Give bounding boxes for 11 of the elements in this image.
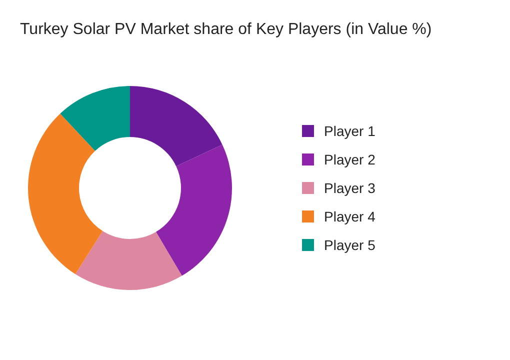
chart-title: Turkey Solar PV Market share of Key Players (in Value %) — [20, 21, 432, 38]
legend-label: Player 1 — [324, 123, 376, 139]
donut-slice — [156, 144, 232, 276]
legend-label: Player 3 — [324, 180, 376, 196]
legend-label: Player 4 — [324, 208, 376, 224]
donut-slice — [60, 86, 130, 151]
donut-slice — [130, 86, 222, 166]
legend-label: Player 5 — [324, 237, 376, 253]
donut-slice — [28, 114, 103, 274]
donut-slice — [75, 231, 182, 290]
legend-label: Player 2 — [324, 152, 376, 168]
